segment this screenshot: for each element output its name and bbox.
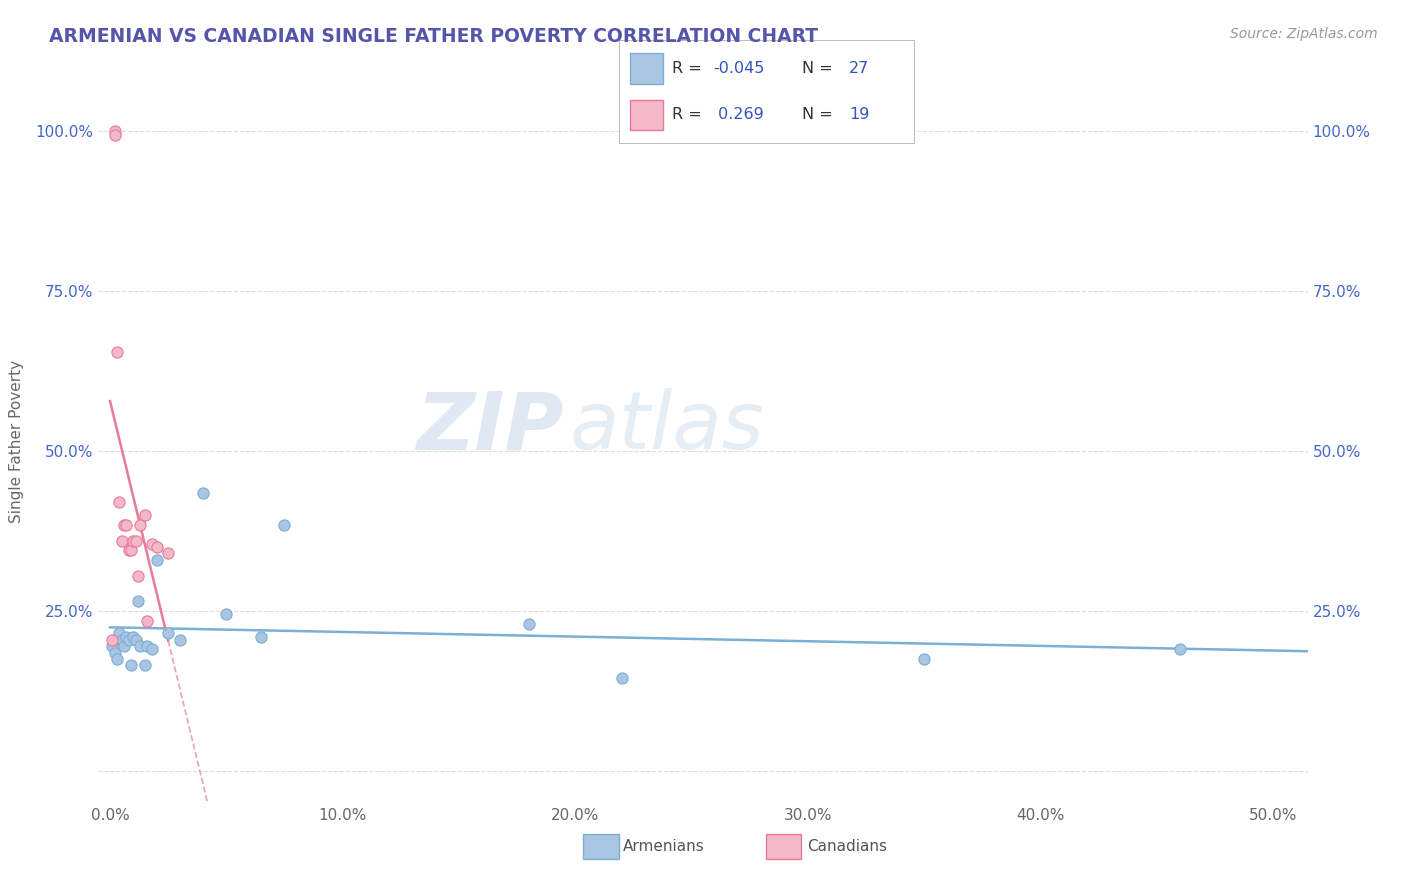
Point bbox=[105, 652, 128, 666]
Point bbox=[134, 508, 156, 522]
Point bbox=[141, 642, 163, 657]
Point bbox=[129, 517, 152, 532]
Point bbox=[1168, 642, 1191, 657]
Bar bbox=[630, 100, 664, 130]
Point bbox=[115, 630, 138, 644]
Point bbox=[122, 533, 145, 548]
Point bbox=[610, 671, 633, 685]
Point bbox=[273, 517, 295, 532]
Point bbox=[157, 626, 180, 640]
Point bbox=[104, 128, 127, 142]
Point bbox=[104, 124, 127, 138]
Point bbox=[517, 616, 540, 631]
Point bbox=[912, 652, 935, 666]
Text: ZIP: ZIP bbox=[416, 388, 564, 467]
Point bbox=[108, 495, 131, 509]
Point bbox=[122, 630, 145, 644]
Text: ARMENIAN VS CANADIAN SINGLE FATHER POVERTY CORRELATION CHART: ARMENIAN VS CANADIAN SINGLE FATHER POVER… bbox=[49, 27, 818, 45]
Point bbox=[145, 553, 167, 567]
Point bbox=[124, 632, 146, 647]
Point bbox=[115, 517, 138, 532]
Point bbox=[105, 345, 128, 359]
Point bbox=[129, 639, 152, 653]
Point bbox=[250, 630, 273, 644]
Point bbox=[118, 543, 141, 558]
Point bbox=[157, 546, 180, 560]
Text: -0.045: -0.045 bbox=[713, 61, 765, 76]
Y-axis label: Single Father Poverty: Single Father Poverty bbox=[10, 360, 24, 523]
Text: 0.269: 0.269 bbox=[713, 107, 763, 122]
Point bbox=[215, 607, 238, 622]
Point bbox=[120, 658, 142, 673]
Point bbox=[136, 639, 159, 653]
Point bbox=[169, 632, 191, 647]
Text: atlas: atlas bbox=[569, 388, 765, 467]
Text: R =: R = bbox=[672, 107, 707, 122]
Text: Canadians: Canadians bbox=[807, 839, 887, 854]
Point bbox=[111, 533, 134, 548]
Point bbox=[118, 632, 141, 647]
Point bbox=[127, 569, 149, 583]
Point bbox=[145, 540, 167, 554]
Point bbox=[111, 632, 134, 647]
Text: Source: ZipAtlas.com: Source: ZipAtlas.com bbox=[1230, 27, 1378, 41]
Point bbox=[127, 594, 149, 608]
Text: N =: N = bbox=[801, 61, 838, 76]
Text: Armenians: Armenians bbox=[623, 839, 704, 854]
Point bbox=[134, 658, 156, 673]
Text: 19: 19 bbox=[849, 107, 869, 122]
Text: R =: R = bbox=[672, 61, 707, 76]
Point bbox=[124, 533, 146, 548]
Point bbox=[104, 646, 127, 660]
Point bbox=[141, 537, 163, 551]
Point bbox=[191, 485, 214, 500]
Bar bbox=[630, 54, 664, 84]
Point bbox=[101, 639, 124, 653]
Text: 27: 27 bbox=[849, 61, 869, 76]
Point bbox=[120, 543, 142, 558]
Point bbox=[108, 626, 131, 640]
Point bbox=[112, 639, 135, 653]
Point bbox=[112, 517, 135, 532]
Point bbox=[136, 614, 159, 628]
Point bbox=[101, 632, 124, 647]
Text: N =: N = bbox=[801, 107, 838, 122]
